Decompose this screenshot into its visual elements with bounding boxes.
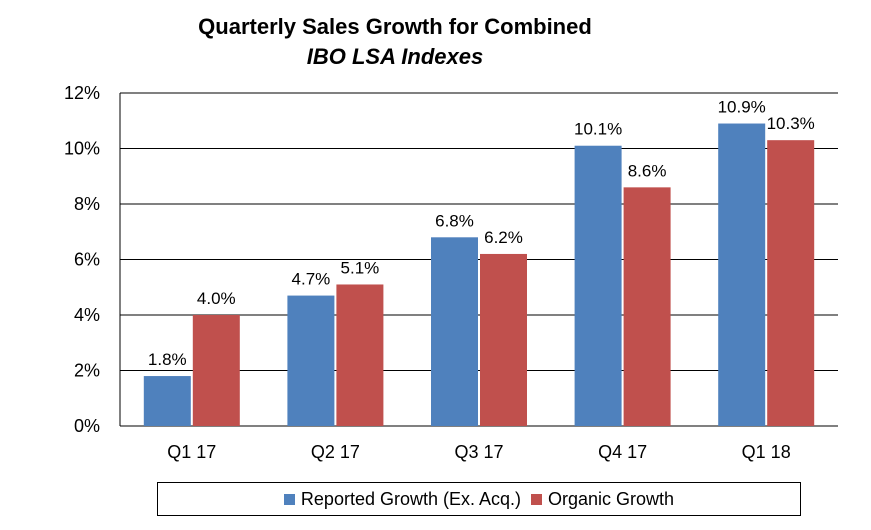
bar-chart: 0% 2% 4% 6% 8% 10% 12% 1.8% 4.0% Q1 17 4.7% 5.1% Q2 …: [64, 83, 838, 462]
data-label: 5.1%: [341, 258, 380, 277]
bar: [767, 140, 815, 427]
legend-item-reported: Reported Growth (Ex. Acq.): [283, 488, 522, 510]
legend-swatch-organic: [531, 493, 543, 505]
y-tick-label: 0%: [74, 416, 100, 436]
x-tick-label: Q4 17: [598, 442, 647, 462]
x-tick-label: Q3 17: [454, 442, 503, 462]
data-label: 6.2%: [484, 228, 523, 247]
chart-subtitle: IBO LSA Indexes: [306, 44, 484, 69]
y-tick-label: 6%: [74, 250, 100, 270]
bar: [480, 253, 527, 426]
x-tick-label: Q2 17: [311, 442, 360, 462]
legend-label-organic: Organic Growth: [548, 488, 675, 509]
y-tick-label: 2%: [74, 361, 100, 381]
data-label: 6.8%: [435, 211, 474, 230]
data-label: 4.0%: [197, 289, 236, 308]
x-tick-label: Q1 17: [167, 442, 216, 462]
data-label: 10.3%: [767, 114, 815, 133]
bar: [336, 284, 384, 426]
bar: [623, 187, 671, 426]
bar: [287, 295, 335, 426]
bar: [574, 145, 622, 426]
legend-swatch-reported: [283, 493, 295, 505]
bar: [192, 315, 240, 426]
data-label: 10.1%: [574, 120, 622, 139]
y-tick-label: 10%: [64, 139, 100, 159]
y-tick-label: 4%: [74, 305, 100, 325]
legend-label-reported: Reported Growth (Ex. Acq.): [300, 488, 522, 509]
data-label: 8.6%: [628, 161, 667, 180]
bar: [143, 376, 191, 426]
y-tick-label: 8%: [74, 194, 100, 214]
data-label: 10.9%: [718, 98, 766, 117]
chart-title-block: Quarterly Sales Growth for Combined IBO …: [0, 12, 790, 72]
y-tick-label: 12%: [64, 83, 100, 103]
chart-title: Quarterly Sales Growth for Combined: [198, 14, 592, 39]
bar: [718, 123, 766, 427]
data-label: 1.8%: [148, 350, 187, 369]
chart-legend: Reported Growth (Ex. Acq.) Organic Growt…: [157, 482, 801, 516]
x-tick-label: Q1 18: [742, 442, 791, 462]
bar: [431, 237, 478, 426]
legend-item-organic: Organic Growth: [531, 489, 674, 510]
data-label: 4.7%: [292, 270, 331, 289]
